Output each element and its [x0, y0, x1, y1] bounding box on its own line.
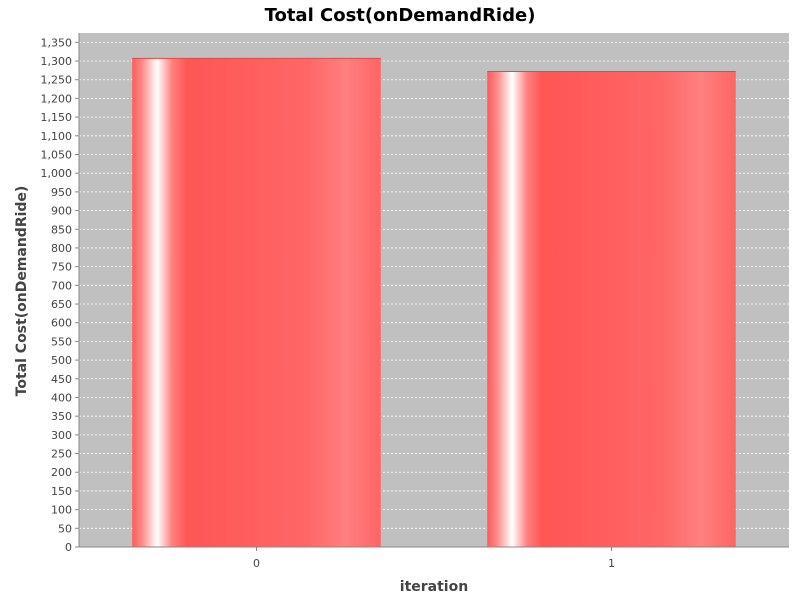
- y-tick-label: 550: [51, 335, 72, 348]
- y-tick-label: 900: [51, 205, 72, 218]
- x-tick-label: 0: [253, 557, 260, 570]
- y-tick-label: 1,100: [41, 130, 73, 143]
- y-tick-label: 1,350: [41, 36, 73, 49]
- y-tick-label: 350: [51, 410, 72, 423]
- bar: [132, 58, 381, 547]
- y-tick-label: 1,200: [41, 92, 73, 105]
- y-axis-label: Total Cost(onDemandRide): [14, 186, 30, 397]
- bar: [487, 71, 736, 548]
- y-tick-label: 1,300: [41, 55, 73, 68]
- y-tick-label: 400: [51, 391, 72, 404]
- chart-title: Total Cost(onDemandRide): [265, 5, 536, 26]
- x-axis-label: iteration: [400, 579, 468, 595]
- y-tick-label: 850: [51, 223, 72, 236]
- y-tick-label: 250: [51, 448, 72, 461]
- x-tick-label: 1: [608, 557, 615, 570]
- y-tick-label: 750: [51, 261, 72, 274]
- y-tick-label: 1,150: [41, 111, 73, 124]
- y-tick-label: 50: [58, 522, 72, 535]
- y-tick-label: 1,000: [41, 167, 73, 180]
- y-tick-label: 1,050: [41, 148, 73, 161]
- plot-area: 0 50 100 150 200 250 300 350 400 450 500 550 600 650 7…: [41, 33, 789, 570]
- y-tick-label: 650: [51, 298, 72, 311]
- y-tick-label: 0: [65, 541, 72, 554]
- y-tick-label: 150: [51, 485, 72, 498]
- y-tick-label: 300: [51, 429, 72, 442]
- y-tick-label: 200: [51, 466, 72, 479]
- y-tick-label: 450: [51, 373, 72, 386]
- y-tick-label: 1,250: [41, 74, 73, 87]
- y-tick-label: 600: [51, 317, 72, 330]
- y-tick-label: 950: [51, 186, 72, 199]
- y-tick-label: 800: [51, 242, 72, 255]
- y-tick-label: 100: [51, 504, 72, 517]
- y-tick-label: 700: [51, 279, 72, 292]
- y-tick-label: 500: [51, 354, 72, 367]
